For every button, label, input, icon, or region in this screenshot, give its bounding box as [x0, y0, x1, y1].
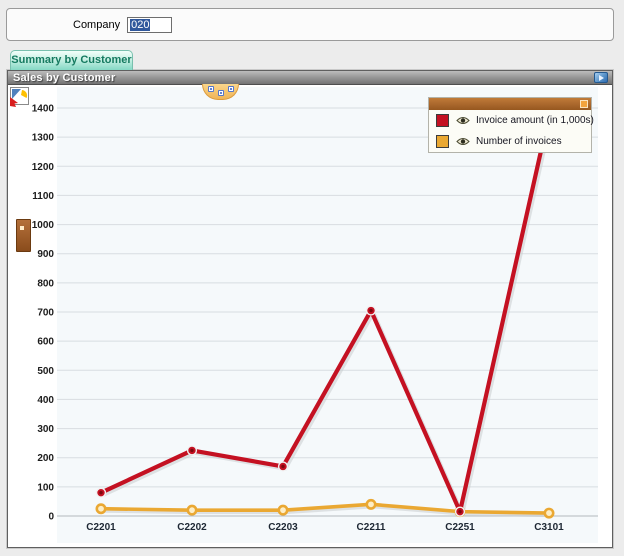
panel-header[interactable]: Sales by Customer — [8, 71, 612, 85]
company-label: Company — [73, 18, 121, 31]
legend-label: Number of invoices — [476, 136, 562, 147]
series-color-swatch — [436, 135, 449, 148]
svg-text:500: 500 — [37, 366, 54, 377]
svg-text:1200: 1200 — [32, 162, 55, 173]
legend-collapse-icon[interactable] — [580, 100, 588, 108]
maximize-icon[interactable] — [594, 72, 608, 83]
grip-dot-icon — [20, 226, 24, 230]
grip-dot-icon — [218, 90, 224, 96]
svg-text:200: 200 — [37, 453, 54, 464]
svg-text:1000: 1000 — [32, 220, 55, 231]
svg-text:C2202: C2202 — [177, 522, 207, 533]
grip-dot-icon — [208, 86, 214, 92]
svg-text:C2251: C2251 — [445, 522, 475, 533]
svg-text:1400: 1400 — [32, 104, 55, 115]
panel-title: Sales by Customer — [13, 71, 116, 84]
svg-text:C3101: C3101 — [534, 522, 564, 533]
legend-label: Invoice amount (in 1,000s) — [476, 115, 594, 126]
svg-text:1100: 1100 — [32, 191, 54, 202]
toolbar-drag-handle-icon[interactable] — [202, 84, 239, 100]
svg-text:C2211: C2211 — [357, 522, 386, 533]
svg-text:700: 700 — [37, 308, 54, 319]
legend-item-invoice-amount: Invoice amount (in 1,000s) — [429, 110, 594, 131]
svg-text:1300: 1300 — [32, 133, 55, 144]
company-input[interactable]: 020 — [127, 16, 173, 33]
svg-text:100: 100 — [37, 482, 54, 493]
chart-type-icon[interactable] — [9, 87, 30, 108]
chart-legend: Invoice amount (in 1,000s) Number of inv… — [428, 97, 594, 153]
grip-dot-icon — [228, 86, 234, 92]
legend-item-number-of-invoices: Number of invoices — [429, 131, 591, 152]
eye-icon[interactable] — [456, 137, 470, 146]
svg-text:C2201: C2201 — [86, 522, 116, 533]
svg-text:0: 0 — [48, 512, 54, 523]
company-filter-bar: Company 020 — [6, 8, 614, 41]
svg-text:800: 800 — [37, 278, 54, 289]
svg-text:400: 400 — [37, 395, 54, 406]
series-color-swatch — [436, 114, 449, 127]
svg-text:900: 900 — [37, 249, 54, 260]
company-input-value: 020 — [130, 18, 151, 31]
legend-header[interactable] — [429, 98, 591, 110]
svg-text:300: 300 — [37, 424, 54, 435]
sales-by-customer-panel: Sales by Customer 0 100 200 300 400 500 600 700… — [6, 69, 614, 549]
svg-text:C2203: C2203 — [268, 522, 298, 533]
eye-icon[interactable] — [456, 116, 470, 125]
side-drag-handle-icon[interactable] — [16, 219, 31, 252]
chart-area: 0 100 200 300 400 500 600 700 800 900 1000 1100 1200… — [8, 85, 612, 547]
svg-text:600: 600 — [37, 337, 54, 348]
tab-summary-by-customer[interactable]: Summary by Customer — [10, 50, 133, 70]
sales-line-chart[interactable]: 0 100 200 300 400 500 600 700 800 900 1000 1100 1200… — [8, 85, 612, 547]
